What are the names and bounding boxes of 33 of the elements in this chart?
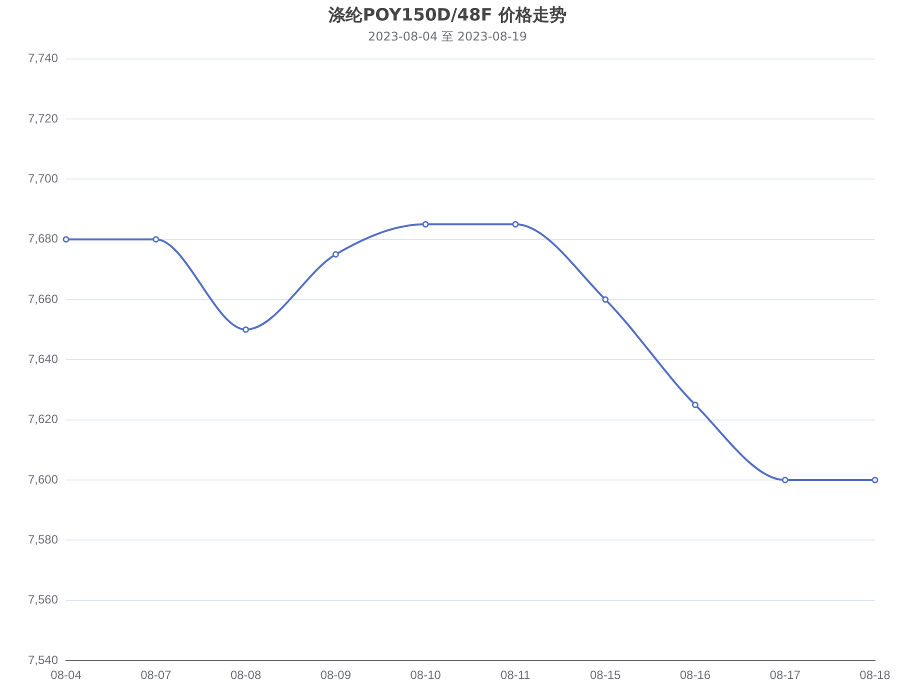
x-tick-label: 08-16 [680, 668, 711, 682]
point [512, 221, 519, 228]
x-tick-label: 08-07 [140, 668, 172, 682]
y-tick-label: 7,660 [28, 292, 58, 306]
y-tick-label: 7,700 [28, 171, 58, 186]
x-tick-label: 08-10 [410, 668, 442, 682]
point [692, 402, 698, 408]
point [602, 296, 609, 303]
chart-subtitle: 2023-08-04 至 2023-08-19 [368, 30, 528, 44]
y-tick-label: 7,720 [28, 111, 58, 126]
point [782, 476, 788, 484]
x-tick-label: 08-15 [590, 668, 622, 682]
x-tick-label: 08-09 [320, 668, 352, 682]
y-tick-label: 7,680 [28, 232, 58, 246]
chart-title: 涤纶POY150D/48F 价格走势 [328, 6, 566, 26]
x-tick-label: 08-18 [860, 668, 891, 682]
y-tick-label: 7,600 [28, 472, 58, 486]
point [242, 326, 250, 333]
y-tick-label: 7,580 [28, 532, 58, 547]
point [422, 221, 429, 228]
point [152, 236, 160, 243]
point [872, 476, 878, 484]
y-tick-label: 7,540 [28, 652, 58, 667]
y-tick-label: 7,640 [28, 352, 58, 366]
y-tick-label: 7,560 [28, 592, 58, 607]
x-tick-label: 08-17 [770, 668, 801, 682]
point [62, 236, 70, 243]
x-tick-label: 08-08 [230, 668, 262, 682]
point [332, 251, 339, 258]
x-tick-label: 08-04 [50, 668, 82, 682]
y-tick-label: 7,620 [28, 412, 58, 426]
x-tick-label: 08-11 [500, 668, 531, 682]
y-tick-label: 7,740 [28, 51, 58, 66]
